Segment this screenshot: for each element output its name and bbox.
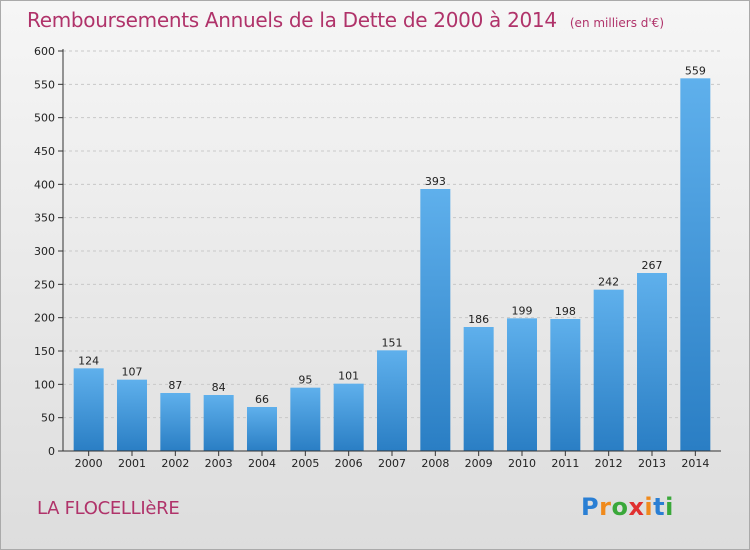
bar-2004 [247, 407, 277, 451]
y-tick-label: 0 [48, 445, 55, 458]
value-label: 124 [78, 354, 99, 367]
logo-letter: o [611, 493, 629, 521]
y-tick-label: 350 [34, 212, 55, 225]
logo-letter: i [665, 493, 674, 521]
y-tick-label: 300 [34, 245, 55, 258]
value-label: 267 [642, 259, 663, 272]
value-label: 101 [338, 370, 359, 383]
bar-2007 [377, 350, 407, 451]
x-tick-label: 2008 [421, 457, 449, 470]
x-tick-label: 2003 [205, 457, 233, 470]
logo-letter: t [653, 493, 666, 521]
x-tick-label: 2014 [681, 457, 709, 470]
bar-2006 [333, 383, 364, 451]
bar-2012 [593, 289, 624, 451]
y-tick-label: 50 [41, 412, 55, 425]
value-label: 87 [168, 379, 182, 392]
y-tick-label: 200 [34, 312, 55, 325]
x-tick-label: 2009 [465, 457, 493, 470]
x-tick-label: 2012 [595, 457, 623, 470]
y-tick-label: 600 [34, 45, 55, 58]
value-label: 393 [425, 175, 446, 188]
bar-2013 [637, 273, 667, 451]
bars [73, 78, 711, 451]
proxiti-logo: Proxiti [581, 493, 674, 521]
logo-letter: x [628, 493, 645, 521]
x-tick-label: 2011 [551, 457, 579, 470]
value-label: 107 [122, 366, 143, 379]
bar-2009 [463, 327, 494, 451]
y-tick-label: 550 [34, 78, 55, 91]
value-label: 95 [298, 374, 312, 387]
bar-2003 [203, 395, 234, 451]
x-tick-label: 2005 [291, 457, 319, 470]
value-labels: 124 107 87 84 66 95 101 151 393 186 199 198 242 267 55… [78, 64, 706, 406]
x-tick-label: 2013 [638, 457, 666, 470]
bar-2002 [160, 393, 191, 451]
bar-2014 [680, 78, 711, 451]
y-tick-label: 400 [34, 178, 55, 191]
logo-letter: P [581, 493, 600, 521]
y-tick-label: 100 [34, 378, 55, 391]
y-tick-label: 150 [34, 345, 55, 358]
bar-2000 [73, 368, 104, 451]
value-label: 186 [468, 313, 489, 326]
x-tick-label: 2010 [508, 457, 536, 470]
logo-letter: r [599, 493, 612, 521]
value-label: 559 [685, 64, 706, 77]
y-tick-label: 450 [34, 145, 55, 158]
x-axis-ticks: 2000 2001 2002 2003 2004 2005 2006 2007 2008 2009… [75, 451, 709, 470]
x-tick-label: 2007 [378, 457, 406, 470]
x-tick-label: 2006 [335, 457, 363, 470]
value-label: 151 [382, 336, 403, 349]
value-label: 199 [512, 304, 533, 317]
chart-title: Remboursements Annuels de la Dette de 20… [27, 8, 557, 32]
value-label: 242 [598, 276, 619, 289]
logo-letter: i [644, 493, 654, 521]
y-tick-label: 500 [34, 112, 55, 125]
bar-2011 [550, 319, 581, 451]
y-axis-ticks: 0 50 100 150 200 250 300 350 400 450 500 550 600 [34, 45, 63, 458]
x-tick-label: 2004 [248, 457, 276, 470]
x-tick-label: 2000 [75, 457, 103, 470]
x-tick-label: 2002 [161, 457, 189, 470]
bar-2010 [507, 318, 537, 451]
value-label: 66 [255, 393, 269, 406]
value-label: 198 [555, 305, 576, 318]
x-tick-label: 2001 [118, 457, 146, 470]
bar-2001 [117, 379, 147, 451]
axes [62, 49, 721, 452]
bar-2008 [420, 189, 451, 451]
place-name: LA FLOCELLIèRE [37, 498, 180, 519]
bar-2005 [290, 387, 321, 451]
value-label: 84 [212, 381, 226, 394]
title-row: Remboursements Annuels de la Dette de 20… [27, 8, 664, 32]
chart-subtitle: (en milliers d'€) [569, 16, 664, 30]
y-tick-label: 250 [34, 278, 55, 291]
